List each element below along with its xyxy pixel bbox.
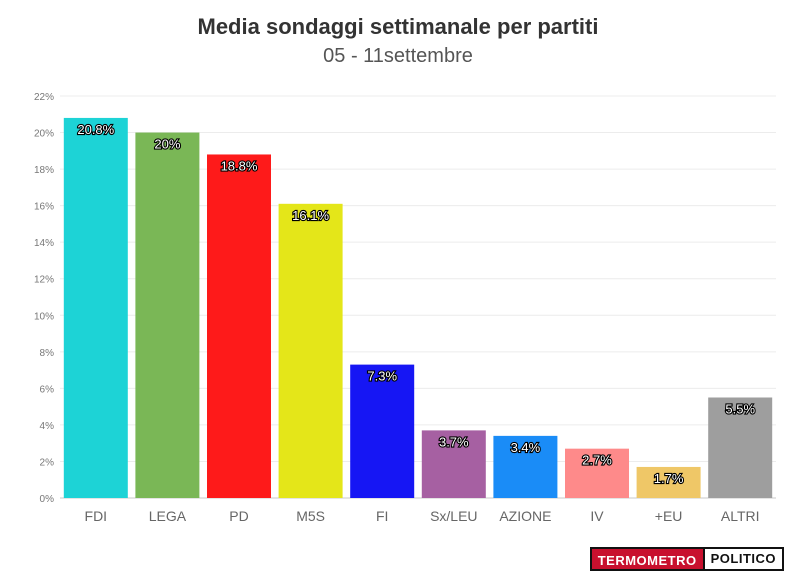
y-tick-label: 2% <box>40 457 55 468</box>
y-tick-label: 22% <box>34 92 54 103</box>
bar-fdi <box>63 117 128 498</box>
y-tick-label: 10% <box>34 311 54 322</box>
y-tick-label: 20% <box>34 129 54 140</box>
data-label: 18.8% <box>221 158 258 173</box>
x-tick-label: M5S <box>296 508 325 524</box>
brand-logo: TERMOMETRO POLITICO <box>589 547 784 571</box>
x-tick-label: ALTRI <box>721 508 760 524</box>
y-tick-label: 8% <box>40 348 55 359</box>
y-tick-label: 18% <box>34 165 54 176</box>
data-label: 3.4% <box>511 440 541 455</box>
bar-altri <box>708 397 773 498</box>
y-tick-label: 4% <box>40 421 55 432</box>
data-label: 5.5% <box>725 402 755 417</box>
x-tick-label: PD <box>229 508 248 524</box>
y-tick-label: 12% <box>34 275 54 286</box>
bar-azione <box>493 435 558 498</box>
y-tick-label: 16% <box>34 202 54 213</box>
bar-m5s <box>278 203 343 499</box>
y-tick-label: 0% <box>40 494 55 505</box>
data-label: 2.7% <box>582 453 612 468</box>
x-tick-label: AZIONE <box>499 508 551 524</box>
data-label: 16.1% <box>292 208 329 223</box>
data-label: 20.8% <box>77 122 114 137</box>
data-label: 3.7% <box>439 434 469 449</box>
x-tick-label: FDI <box>85 508 108 524</box>
x-tick-label: +EU <box>655 508 683 524</box>
brand-logo-part1: TERMOMETRO <box>589 547 705 571</box>
bar-eu <box>636 466 701 498</box>
data-label: 20% <box>154 137 180 152</box>
chart-subtitle: 05 - 11settembre <box>323 45 473 67</box>
bar-iv <box>565 448 629 498</box>
x-tick-label: LEGA <box>149 508 187 524</box>
brand-logo-part2: POLITICO <box>704 547 784 571</box>
bar-fi <box>350 364 415 498</box>
x-tick-label: FI <box>376 508 388 524</box>
x-tick-label: IV <box>590 508 604 524</box>
chart-title: Media sondaggi settimanale per partiti <box>197 14 599 39</box>
x-tick-label: Sx/LEU <box>430 508 477 524</box>
data-label: 1.7% <box>654 471 684 486</box>
y-tick-label: 14% <box>34 238 54 249</box>
bar-sxleu <box>421 430 486 498</box>
data-label: 7.3% <box>367 369 397 384</box>
bar-lega <box>135 132 200 498</box>
bar-chart: 0% 2% 4% 6% 8% 10% 12% 14% 16% 18% 20% 22% 20.8% FDI… <box>34 92 776 524</box>
bar-pd <box>207 154 271 499</box>
y-tick-label: 6% <box>40 384 55 395</box>
